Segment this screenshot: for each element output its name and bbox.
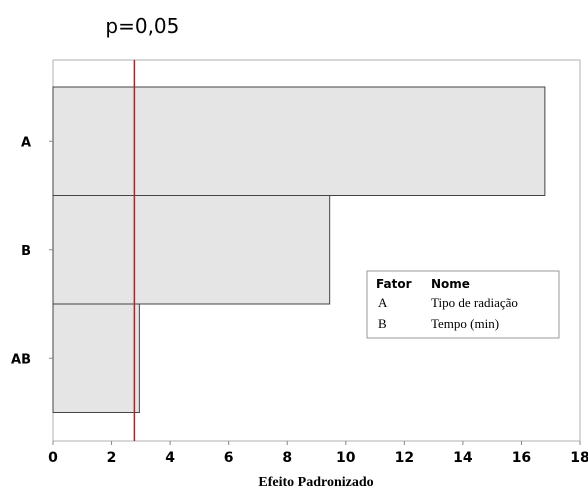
- bar: [52, 303, 140, 413]
- legend-header-name: Nome: [431, 277, 470, 291]
- legend-header-code: Fator: [376, 277, 412, 291]
- bar: [52, 86, 546, 196]
- x-axis-title: Efeito Padronizado: [258, 475, 373, 490]
- x-tick-label: 2: [107, 450, 117, 466]
- x-tick-label: 16: [512, 450, 531, 466]
- bar: [52, 195, 331, 305]
- x-tick-label: 8: [282, 450, 292, 466]
- legend: Fator Nome A Tipo de radiação B Tempo (m…: [366, 270, 560, 339]
- x-tick-label: 12: [395, 450, 414, 466]
- x-axis-group: 0 2 4 6 8 10 12 14 16 18: [48, 441, 588, 466]
- x-tick-label: 10: [336, 450, 356, 466]
- reference-line-label: p=0,05: [105, 14, 179, 38]
- y-tick-label: B: [21, 244, 31, 259]
- x-tick-label: 0: [48, 450, 58, 466]
- legend-box: [366, 270, 560, 339]
- x-tick-label: 18: [570, 450, 588, 466]
- x-tick-label: 14: [453, 450, 473, 466]
- legend-row-name: Tipo de radiação: [431, 295, 518, 310]
- legend-row-code: A: [378, 295, 388, 310]
- legend-row-code: B: [378, 316, 387, 331]
- bars-group: [52, 86, 546, 413]
- x-tick-label: 4: [165, 450, 175, 466]
- y-tick-label: A: [21, 135, 31, 150]
- legend-row-name: Tempo (min): [431, 316, 499, 331]
- x-tick-label: 6: [224, 450, 234, 466]
- y-tick-label: AB: [11, 352, 31, 367]
